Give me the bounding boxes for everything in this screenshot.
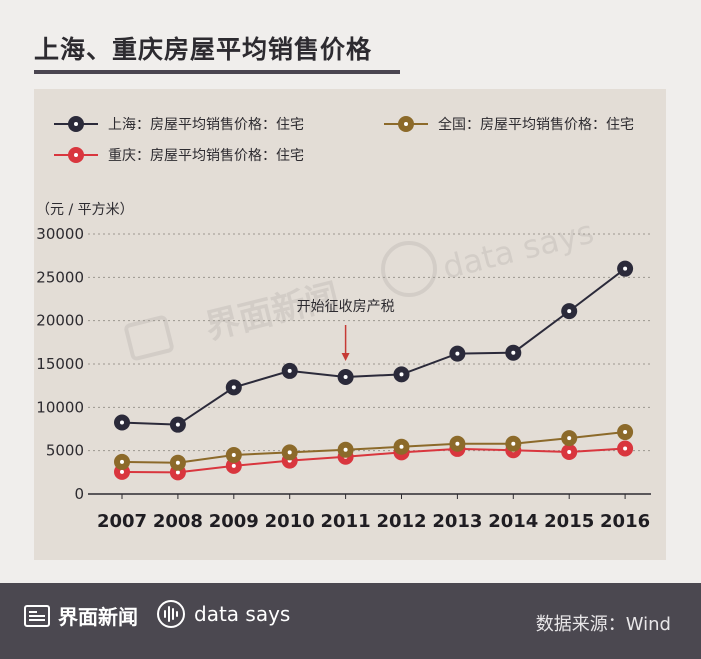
data-point-center — [623, 266, 628, 271]
data-point-center — [231, 385, 236, 390]
title-underline — [34, 70, 400, 74]
y-tick-label: 20000 — [36, 312, 84, 330]
data-point-center — [455, 351, 460, 356]
annotation-arrow-head — [341, 353, 350, 361]
data-point-center — [511, 441, 516, 446]
x-tick-label: 2011 — [321, 511, 371, 532]
data-point-center — [623, 446, 628, 451]
data-source-label: 数据来源：Wind — [535, 614, 671, 635]
data-point-center — [175, 422, 180, 427]
legend-item: 上海：房屋平均销售价格：住宅 — [54, 116, 304, 133]
x-tick-label: 2016 — [600, 511, 650, 532]
watermark-newspaper-icon — [124, 315, 174, 361]
x-tick-label: 2007 — [97, 511, 147, 532]
legend-label: 重庆：房屋平均销售价格：住宅 — [108, 148, 304, 164]
data-point-center — [399, 444, 404, 449]
watermark-tagline: data says — [439, 213, 598, 287]
watermark-sound-wave-icon — [381, 241, 437, 297]
footer-bar: 界面新闻 data says 数据来源：Wind — [0, 583, 701, 659]
data-point-center — [120, 420, 124, 425]
data-point-center — [455, 441, 460, 446]
page-title: 上海、重庆房屋平均销售价格 — [34, 35, 373, 64]
chart-panel: 界面新闻 data says 上海：房屋平均销售价格：住宅 全国：房屋平均销售价格：住… — [34, 89, 666, 560]
y-tick-label: 0 — [74, 485, 84, 503]
series-line — [121, 447, 626, 474]
data-point-center — [287, 450, 292, 455]
series-line — [121, 431, 626, 464]
footer-data-says: data says — [156, 599, 290, 629]
x-tick-label: 2012 — [376, 511, 426, 532]
y-tick-label: 30000 — [36, 225, 84, 243]
data-point-center — [567, 309, 572, 314]
footer-tagline: data says — [194, 602, 291, 626]
data-point-center — [231, 453, 236, 457]
data-point-center — [623, 430, 628, 435]
legend-label: 全国：房屋平均销售价格：住宅 — [438, 116, 634, 133]
data-point-center — [175, 460, 180, 465]
annotation-label: 开始征收房产税 — [297, 299, 395, 315]
legend-label: 上海：房屋平均销售价格：住宅 — [108, 117, 304, 133]
y-tick-label: 15000 — [36, 355, 84, 373]
footer-logo: 界面新闻 — [24, 601, 138, 630]
data-point-center — [567, 436, 572, 441]
y-tick-label: 25000 — [36, 268, 84, 286]
x-tick-label: 2010 — [265, 511, 315, 532]
y-axis-unit-label: （元 / 平方米） — [36, 202, 134, 218]
x-tick-label: 2009 — [209, 511, 259, 532]
legend-item: 重庆：房屋平均销售价格：住宅 — [54, 147, 304, 164]
x-tick-label: 2015 — [544, 511, 594, 532]
series-line — [121, 267, 626, 426]
data-point-center — [231, 463, 236, 468]
x-tick-label: 2013 — [432, 511, 482, 532]
data-point-center — [120, 469, 124, 474]
data-point-center — [287, 368, 292, 373]
y-tick-label: 10000 — [36, 398, 84, 416]
data-point-center — [399, 372, 404, 377]
newspaper-icon — [24, 604, 50, 627]
legend-marker-dot — [74, 122, 78, 126]
legend-item: 全国：房屋平均销售价格：住宅 — [384, 116, 634, 133]
y-tick-label: 5000 — [46, 442, 84, 460]
data-point-center — [567, 449, 572, 454]
x-tick-label: 2014 — [488, 511, 538, 532]
data-point-center — [343, 447, 348, 452]
x-tick-label: 2008 — [153, 511, 203, 532]
sound-wave-icon — [157, 600, 185, 628]
footer-brand: 界面新闻 — [58, 605, 138, 629]
data-point-center — [343, 375, 348, 379]
data-point-center — [511, 350, 516, 355]
legend-marker-dot — [404, 122, 408, 126]
data-point-center — [120, 459, 124, 464]
data-point-center — [175, 470, 180, 475]
legend-marker-dot — [74, 153, 78, 157]
